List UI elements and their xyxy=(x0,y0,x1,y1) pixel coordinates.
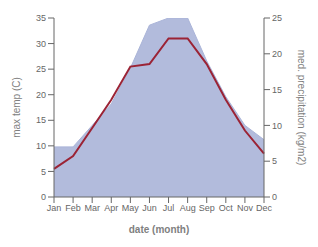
svg-text:5: 5 xyxy=(41,167,46,177)
svg-text:med. precipitation (kg/m2): med. precipitation (kg/m2) xyxy=(296,50,307,166)
svg-text:25: 25 xyxy=(272,13,282,23)
svg-text:Aug: Aug xyxy=(180,203,196,213)
svg-text:Sep: Sep xyxy=(199,203,215,213)
svg-text:date (month): date (month) xyxy=(129,224,190,235)
svg-text:Mar: Mar xyxy=(84,203,100,213)
svg-text:10: 10 xyxy=(36,141,46,151)
svg-text:Jun: Jun xyxy=(142,203,157,213)
svg-text:Dec: Dec xyxy=(256,203,273,213)
svg-text:May: May xyxy=(122,203,140,213)
svg-text:20: 20 xyxy=(36,90,46,100)
svg-text:Jul: Jul xyxy=(163,203,175,213)
svg-text:20: 20 xyxy=(272,49,282,59)
svg-text:Oct: Oct xyxy=(219,203,234,213)
svg-text:35: 35 xyxy=(36,13,46,23)
svg-text:Jan: Jan xyxy=(47,203,62,213)
svg-text:0: 0 xyxy=(272,192,277,202)
svg-text:0: 0 xyxy=(41,192,46,202)
svg-text:30: 30 xyxy=(36,39,46,49)
svg-text:15: 15 xyxy=(272,85,282,95)
svg-text:Apr: Apr xyxy=(104,203,118,213)
svg-text:max temp (C): max temp (C) xyxy=(11,77,22,138)
svg-text:10: 10 xyxy=(272,121,282,131)
svg-text:5: 5 xyxy=(272,156,277,166)
svg-text:25: 25 xyxy=(36,64,46,74)
svg-text:Feb: Feb xyxy=(65,203,81,213)
svg-text:15: 15 xyxy=(36,115,46,125)
svg-text:Nov: Nov xyxy=(237,203,254,213)
